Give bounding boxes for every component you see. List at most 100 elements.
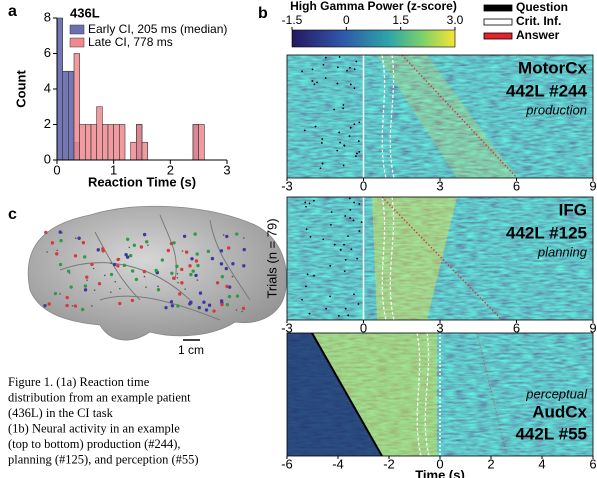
electrode bbox=[211, 257, 214, 260]
x-tick-label: -2 bbox=[383, 456, 395, 471]
question-dot bbox=[330, 224, 332, 226]
electrode bbox=[241, 311, 243, 313]
y-tick-label: 4 bbox=[44, 80, 51, 95]
electrode bbox=[164, 306, 167, 309]
electrode bbox=[143, 270, 146, 273]
y-tick-label: 0 bbox=[44, 151, 51, 166]
question-dot bbox=[309, 313, 311, 315]
question-dot bbox=[344, 270, 346, 272]
electrode bbox=[101, 249, 104, 252]
electrode bbox=[143, 233, 146, 236]
bar bbox=[142, 142, 148, 160]
question-dot bbox=[353, 123, 355, 125]
electrode bbox=[84, 284, 87, 287]
electrode bbox=[59, 239, 62, 242]
x-tick-label: 2 bbox=[487, 456, 494, 471]
electrode bbox=[59, 263, 62, 266]
electrode bbox=[212, 309, 215, 312]
caption-line: distribution from an example patient bbox=[8, 391, 191, 405]
electrode bbox=[119, 288, 121, 290]
electrode bbox=[75, 237, 77, 239]
figure: a b c 1 cm Figure 1. (1a) Reaction timed… bbox=[0, 0, 597, 478]
bar bbox=[114, 125, 120, 161]
electrode bbox=[47, 302, 50, 305]
electrode bbox=[72, 305, 74, 307]
question-dot bbox=[354, 68, 356, 70]
electrode bbox=[202, 301, 205, 304]
question-dot bbox=[343, 165, 345, 167]
question-dot bbox=[340, 249, 342, 251]
electrode bbox=[188, 264, 191, 267]
question-dot bbox=[356, 258, 358, 260]
question-dot bbox=[311, 80, 313, 82]
electrode bbox=[65, 304, 68, 307]
caption-line: (1b) Neural activity in an example bbox=[8, 422, 180, 436]
electrode bbox=[196, 264, 199, 267]
electrode bbox=[94, 289, 96, 291]
question-dot bbox=[353, 220, 355, 222]
electrode bbox=[197, 279, 199, 281]
electrode bbox=[228, 295, 231, 298]
question-dot bbox=[356, 153, 358, 155]
electrode bbox=[116, 264, 119, 267]
electrode bbox=[216, 281, 219, 284]
bar bbox=[193, 125, 199, 161]
question-dot bbox=[358, 203, 360, 205]
electrode bbox=[231, 262, 234, 265]
electrode bbox=[133, 244, 136, 247]
question-dot bbox=[325, 57, 327, 59]
electrode bbox=[205, 308, 208, 311]
y-tick-label: 2 bbox=[44, 116, 51, 131]
legend-label: Answer bbox=[516, 28, 560, 42]
electrode bbox=[235, 232, 238, 235]
electrode bbox=[177, 277, 179, 279]
electrode bbox=[74, 304, 77, 307]
question-dot bbox=[301, 70, 303, 72]
electrode bbox=[93, 268, 95, 270]
bar bbox=[68, 71, 74, 160]
electrode bbox=[193, 232, 196, 235]
legend-label: Late CI, 778 ms bbox=[88, 35, 173, 49]
heatmap-panel: MotorCx442L #244production-30369 bbox=[281, 55, 596, 193]
region-label: AudCx bbox=[532, 402, 587, 421]
question-dot bbox=[349, 198, 351, 200]
caption-line: planning (#125), and perception (#55) bbox=[8, 453, 199, 467]
electrode bbox=[195, 259, 198, 262]
colorbar-title: High Gamma Power (z-score) bbox=[290, 0, 457, 13]
question-dot bbox=[346, 70, 348, 72]
electrode bbox=[69, 285, 72, 288]
electrode bbox=[192, 269, 195, 272]
heatmap-panel: perceptualAudCx442L #55-6-4-20246Time (s… bbox=[281, 333, 596, 478]
electrode bbox=[123, 264, 126, 267]
y-axis-label: Trials (n = 79) bbox=[264, 218, 279, 298]
question-dot bbox=[301, 299, 303, 301]
electrode bbox=[67, 269, 70, 272]
electrode bbox=[140, 245, 143, 248]
electrode bbox=[135, 278, 138, 281]
electrode bbox=[51, 241, 54, 244]
electrode bbox=[145, 240, 148, 243]
electrode bbox=[177, 282, 179, 284]
question-dot bbox=[306, 228, 308, 230]
colorbar-tick-label: 3.0 bbox=[447, 13, 464, 27]
question-dot bbox=[337, 66, 339, 68]
caption-line: (top to bottom) production (#244), bbox=[8, 437, 181, 451]
electrode bbox=[198, 306, 201, 309]
question-dot bbox=[350, 84, 352, 86]
question-dot bbox=[314, 83, 316, 85]
electrode bbox=[126, 238, 129, 241]
question-dot bbox=[347, 235, 349, 237]
x-tick-label: 4 bbox=[538, 456, 545, 471]
electrode bbox=[242, 307, 245, 310]
panel-label: a bbox=[8, 3, 17, 20]
electrode bbox=[196, 252, 199, 255]
electrode bbox=[183, 235, 186, 238]
panel-label: c bbox=[8, 206, 17, 223]
electrode bbox=[236, 294, 239, 297]
electrode bbox=[43, 304, 46, 307]
scale-label: 1 cm bbox=[178, 343, 204, 357]
bar bbox=[97, 107, 103, 160]
question-dot bbox=[349, 135, 351, 137]
question-dot bbox=[304, 130, 306, 132]
question-dot bbox=[310, 236, 312, 238]
